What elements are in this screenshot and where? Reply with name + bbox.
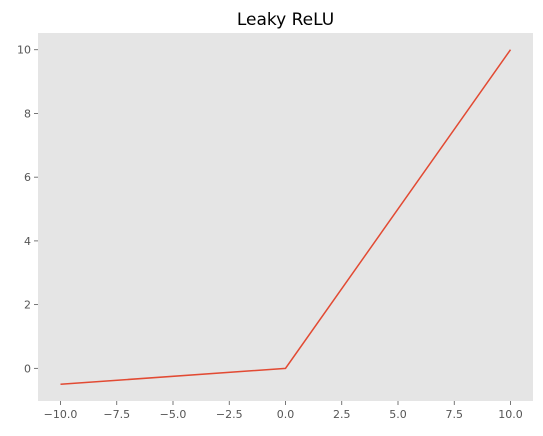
chart-title: Leaky ReLU <box>237 10 334 30</box>
y-tick-label: 6 <box>24 171 31 184</box>
y-axis: 0 2 4 6 8 10 <box>17 44 38 375</box>
x-tick-label: −2.5 <box>216 408 243 421</box>
y-tick-label: 8 <box>24 107 31 120</box>
x-axis: −10.0 −7.5 −5.0 −2.5 0.0 2.5 5.0 7.5 10.0 <box>44 401 523 421</box>
x-tick-label: 5.0 <box>389 408 407 421</box>
x-tick-label: −7.5 <box>103 408 130 421</box>
x-tick-label: −5.0 <box>160 408 187 421</box>
y-tick-label: 10 <box>17 44 31 57</box>
y-tick-label: 2 <box>24 299 31 312</box>
x-tick-label: 0.0 <box>277 408 295 421</box>
y-tick-label: 4 <box>24 235 31 248</box>
y-tick-label: 0 <box>24 362 31 375</box>
x-tick-label: 7.5 <box>446 408 464 421</box>
plot-background <box>38 33 533 401</box>
x-tick-label: 2.5 <box>333 408 351 421</box>
x-tick-label: 10.0 <box>498 408 523 421</box>
x-tick-label: −10.0 <box>44 408 78 421</box>
series-line <box>60 49 512 386</box>
